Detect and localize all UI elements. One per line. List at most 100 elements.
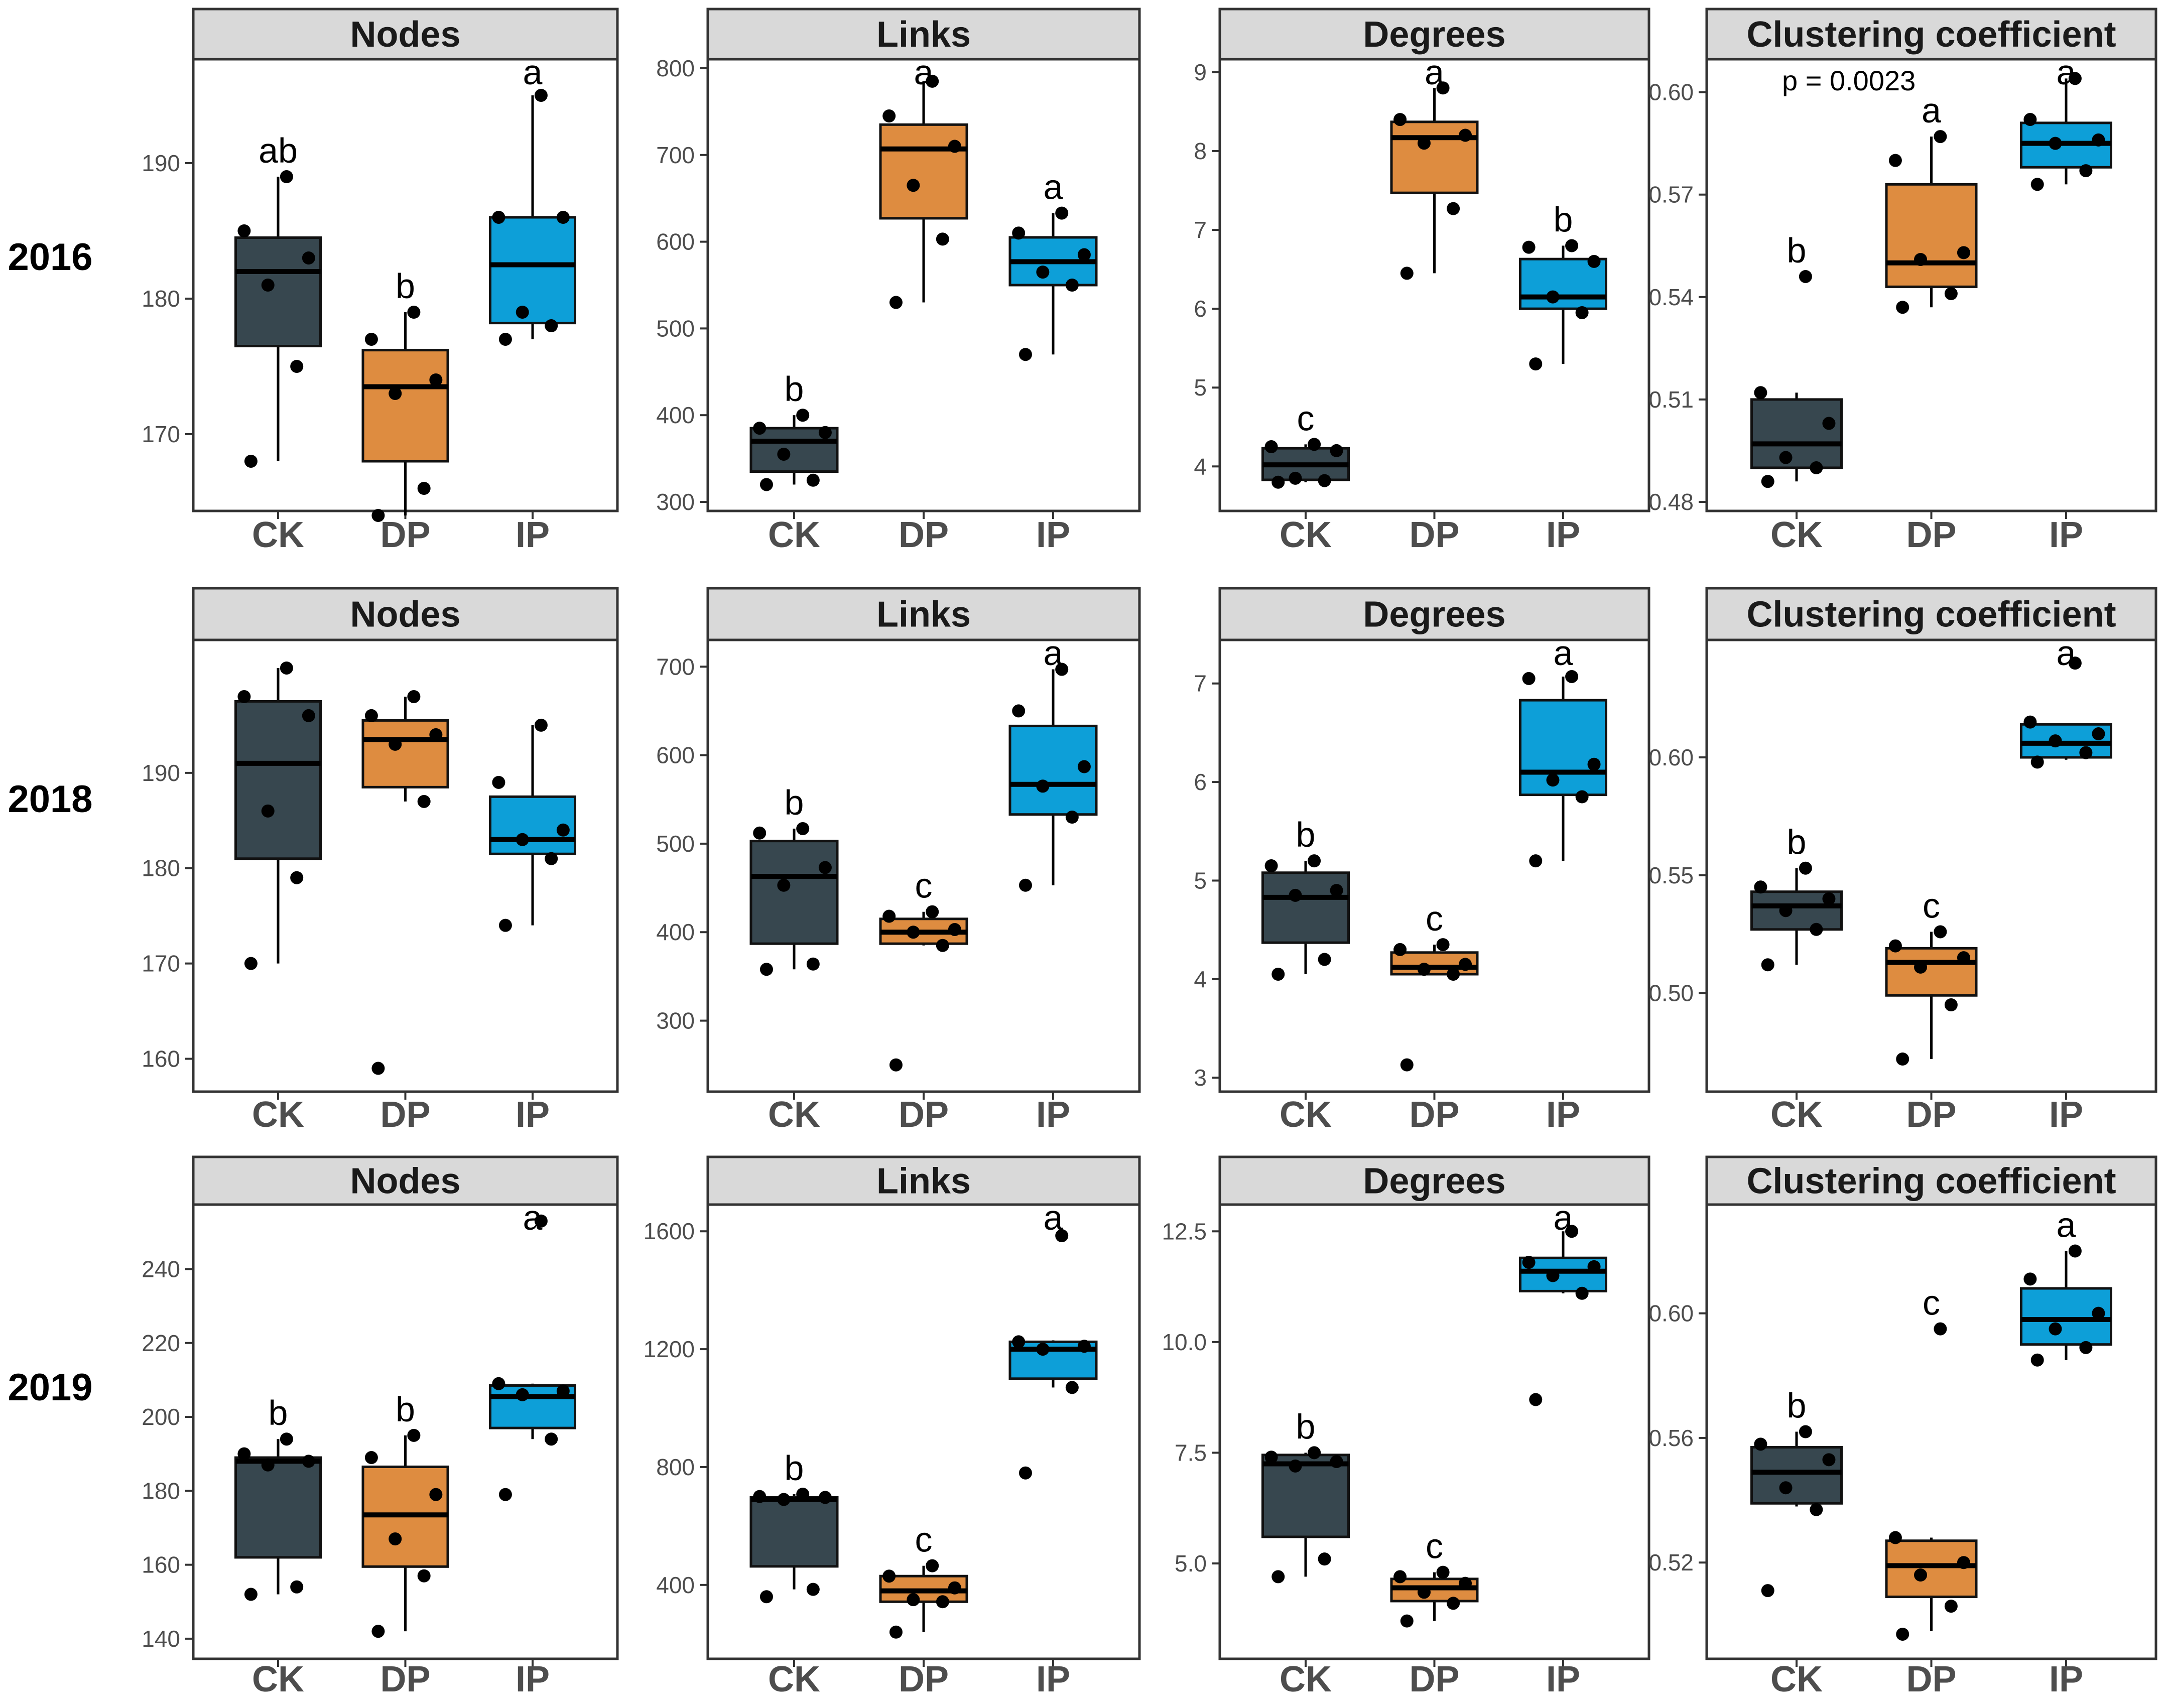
panel-2019-nodes-ip-point <box>545 1432 558 1446</box>
panel-2016-clustering-coefficient-ck-point <box>1779 451 1793 464</box>
panel-2018-degrees-dp-significance-letter: c <box>1426 899 1443 938</box>
panel-2016-links-ytick-label-5: 800 <box>656 55 695 81</box>
panel-2018-degrees-ck-box <box>1261 871 1350 944</box>
panel-2016-links-dp-point <box>948 140 961 153</box>
panel-2018-nodes-ck-point <box>280 661 293 675</box>
panel-2019-degrees-dp-point <box>1417 1586 1431 1599</box>
panel-2016-nodes-strip <box>192 8 619 61</box>
panel-2018-clustering-coefficient-dp-point <box>1914 960 1928 974</box>
panel-2019-clustering-coefficient-ck-point <box>1779 1481 1793 1495</box>
panel-2019-clustering-coefficient-ip-point <box>2092 1306 2105 1320</box>
panel-2019-links-dp-point <box>907 1593 920 1607</box>
panel-2016-clustering-coefficient-ip-point <box>2079 164 2093 178</box>
panel-2016-links-ck-point <box>753 422 767 435</box>
panel-2019-clustering-coefficient-ip-point <box>2023 1272 2037 1286</box>
panel-2019-clustering-coefficient-ck-point <box>1822 1453 1836 1467</box>
panel-2016-links-dp-point <box>907 179 920 192</box>
panel-2016-links-ip-category-label: IP <box>1036 515 1070 555</box>
panel-2016-clustering-coefficient-ytick-label-3: 0.57 <box>1648 182 1694 208</box>
panel-2018-degrees-ck-point <box>1271 968 1285 981</box>
panel-2018-nodes-ytick-label-3: 190 <box>142 760 180 786</box>
panel-2018-nodes-dp-point <box>371 1062 385 1075</box>
panel-2018-links-ytick-label-2: 500 <box>656 831 695 857</box>
panel-2018-clustering-coefficient-dp-significance-letter: c <box>1923 886 1940 925</box>
panel-2018-links-ck-point <box>753 826 767 840</box>
panel-2018-clustering-coefficient-dp-point <box>1888 939 1902 953</box>
panel-2018-nodes-ytick-label-0: 160 <box>142 1046 180 1072</box>
panel-2016-degrees-ytick-label-3: 7 <box>1194 217 1207 243</box>
panel-2018-nodes-ck-box <box>234 700 322 860</box>
panel-2019-degrees-dp-category-label: DP <box>1409 1659 1459 1699</box>
panel-2019-degrees-ytick-label-3: 12.5 <box>1162 1218 1207 1244</box>
panel-2019-links: Links 400 800 1200 1600 CK b DP c IP a <box>644 1155 1141 1699</box>
panel-2019-links-ip-point <box>1036 1343 1050 1356</box>
panel-2016-clustering-coefficient-dp-point <box>1914 252 1928 266</box>
panel-2019-nodes-ck-point <box>290 1580 304 1594</box>
panel-2018-links: Links 300 400 500 600 700 CK b DP c IP a <box>656 587 1141 1135</box>
panel-2018-links-dp-point <box>889 1058 903 1072</box>
panel-2019-degrees-dp-point <box>1447 1597 1460 1610</box>
panel-2019-clustering-coefficient-ytick-label-1: 0.56 <box>1648 1425 1694 1451</box>
panel-2019-degrees-ck-category-label: CK <box>1280 1659 1332 1699</box>
panel-2018-links-ck-point <box>818 861 832 874</box>
panel-2018-clustering-coefficient-ytick-label-0: 0.50 <box>1648 980 1694 1006</box>
panel-2019-links-ip-significance-letter: a <box>1044 1198 1063 1237</box>
panel-2019-nodes-ip-significance-letter: a <box>523 1198 543 1237</box>
panel-2016-clustering-coefficient-ip-point <box>2049 137 2062 150</box>
panel-2018-nodes-ytick-label-2: 180 <box>142 855 180 881</box>
panel-2018-clustering-coefficient-dp-point <box>1934 925 1947 939</box>
panel-2016-nodes-ck-point <box>302 251 315 265</box>
panel-2016-links-ip-point <box>1018 348 1032 361</box>
panel-2018-nodes-ck-point <box>302 709 315 722</box>
panel-2019-links-ip-point <box>1018 1466 1032 1480</box>
panel-2019-degrees: Degrees 5.0 7.5 10.0 12.5 CK b DP c IP a <box>1162 1155 1650 1699</box>
panel-2016-links-ck-category-label: CK <box>768 515 820 555</box>
panel-2016-degrees-ytick-label-4: 8 <box>1194 138 1207 164</box>
panel-2018-nodes-ck-category-label: CK <box>252 1095 304 1135</box>
panel-2016-clustering-coefficient-dp-category-label: DP <box>1906 515 1956 555</box>
panel-2018-links-dp-point <box>948 923 961 936</box>
panel-2019-degrees-ytick-label-2: 10.0 <box>1162 1329 1207 1355</box>
panel-2019-nodes-ytick-label-3: 200 <box>142 1404 180 1430</box>
row-label-2016: 2016 <box>8 236 92 279</box>
panel-2016-links-ip-point <box>1077 248 1091 261</box>
panel-2016-links-dp-point <box>926 74 939 88</box>
panel-2018-clustering-coefficient-ck-category-label: CK <box>1770 1095 1823 1135</box>
panel-2016-degrees-ck-point <box>1330 444 1343 457</box>
panel-2019-nodes-ytick-label-4: 220 <box>142 1330 180 1356</box>
panel-2018-links-ck-significance-letter: b <box>785 783 804 822</box>
panel-2016-degrees-ck-category-label: CK <box>1280 515 1332 555</box>
panel-2016-degrees-ck-point <box>1308 438 1321 451</box>
panel-2018-nodes: Nodes 160 170 180 190 CK DP IP <box>142 587 619 1135</box>
panel-2018-nodes-ck-point <box>261 804 275 818</box>
panel-2019-clustering-coefficient-ck-point <box>1799 1425 1812 1438</box>
panel-2018-degrees-ip-point <box>1575 790 1589 804</box>
panel-2016-degrees-ytick-label-5: 9 <box>1194 59 1207 85</box>
panel-2019-clustering-coefficient-ip-significance-letter: a <box>2057 1205 2076 1244</box>
panel-2018-links-ck-box <box>749 840 839 945</box>
panel-2019-clustering-coefficient-ck-point <box>1754 1437 1767 1451</box>
panel-2018-links-ip-point <box>1012 704 1026 718</box>
panel-2018-nodes-ip-point <box>516 833 529 846</box>
panel-2018-degrees-dp-point <box>1400 1058 1414 1072</box>
panel-2019-degrees-ytick-label-1: 7.5 <box>1175 1439 1207 1466</box>
panel-2018-degrees-title: Degrees <box>1363 595 1505 635</box>
panel-2018-nodes-dp-category-label: DP <box>380 1095 430 1135</box>
panel-2016-links-ip-point <box>1012 226 1026 240</box>
panel-2018-degrees-ytick-label-1: 4 <box>1194 966 1207 992</box>
panel-2016-nodes-ip-category-label: IP <box>516 515 550 555</box>
panel-2018-clustering-coefficient-title: Clustering coefficient <box>1746 595 2116 635</box>
panel-2019-nodes-ck-significance-letter: b <box>269 1393 288 1432</box>
panel-2018-degrees-dp-point <box>1393 943 1407 956</box>
panel-2018-nodes-ip-point <box>498 918 512 932</box>
panel-2019-clustering-coefficient-ip-point <box>2030 1353 2044 1367</box>
panel-2016-degrees-ytick-label-1: 5 <box>1194 374 1207 401</box>
panel-2019-degrees-ck-point <box>1308 1446 1321 1460</box>
panel-2016-clustering-coefficient-ck-category-label: CK <box>1770 515 1823 555</box>
panel-2016-degrees-dp-point <box>1436 81 1450 95</box>
panel-2016-nodes-dp-significance-letter: b <box>396 267 415 306</box>
panel-2019-clustering-coefficient-dp-point <box>1934 1322 1947 1336</box>
panel-2019-clustering-coefficient-dp-category-label: DP <box>1906 1659 1956 1699</box>
panel-2019-nodes-dp-point <box>389 1532 402 1546</box>
panel-2018-clustering-coefficient-dp-point <box>1896 1053 1909 1066</box>
